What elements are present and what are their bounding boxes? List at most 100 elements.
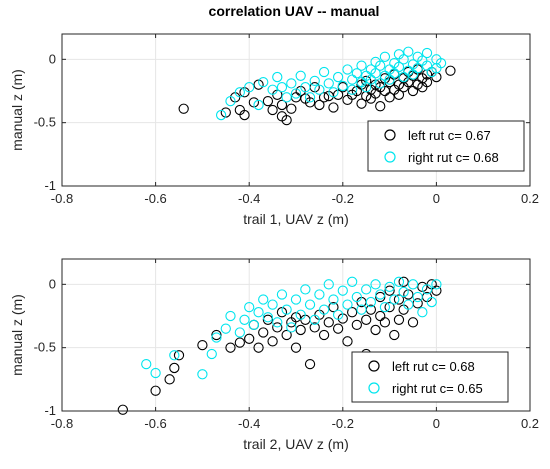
left-rut-point [407,317,419,328]
left-rut-point [281,329,292,341]
right-rut-point [197,369,208,380]
right-rut-point [431,279,442,290]
right-rut-point [248,319,260,331]
right-rut-point [295,70,306,81]
right-rut-point [398,286,409,298]
right-rut-point [412,291,423,303]
left-rut-point [389,329,400,341]
x-tick-label: -0.8 [51,416,73,431]
right-rut-point [342,299,353,310]
right-rut-point [215,109,227,121]
right-rut-point [290,88,302,99]
right-rut-point [379,301,391,313]
right-rut-point [328,294,339,305]
left-rut-point [197,339,208,351]
legend-marker-right-rut-bottom [368,382,380,394]
left-rut-point [328,301,339,313]
right-rut-point [393,61,405,73]
left-rut-point [375,101,386,112]
right-rut-point [347,84,358,95]
right-rut-point [239,314,250,325]
y-tick-label: 0 [49,51,56,66]
right-rut-point [417,307,428,318]
axes-box-top [61,33,531,187]
left-rut-point [421,76,433,88]
right-rut-point [398,54,409,65]
left-rut-point [361,75,372,87]
right-rut-point [281,304,292,315]
right-rut-point [309,75,320,87]
right-rut-point [276,289,288,300]
right-rut-point [304,92,316,103]
right-rut-point [426,296,437,308]
left-rut-point [267,336,278,347]
figure-title: correlation UAV -- manual [209,3,380,19]
right-rut-point [342,64,353,75]
ticks-bottom: -0.8 -0.6 -0.4 -0.2 0 0.2 0 -0.5 -1 [34,259,539,431]
left-rut-point [225,342,236,353]
right-rut-point [389,294,400,305]
legend-marker-left-rut-top [384,129,396,141]
right-rut-point [421,47,433,59]
right-rut-point [286,78,297,89]
left-rut-point [173,350,185,361]
left-rut-point [393,294,405,305]
right-rut-point [375,60,386,71]
y-axis-label-bottom: manual z (m) [9,294,25,376]
left-rut-point [117,404,128,415]
points-top [178,46,456,126]
right-rut-point [407,279,419,290]
right-rut-point [286,322,297,333]
x-tick-label: 0.2 [521,416,539,431]
left-rut-point [356,98,367,109]
right-rut-point [234,87,245,98]
left-rut-point [239,109,250,121]
right-rut-point [267,299,278,310]
right-rut-point [365,296,377,308]
y-tick-label: -1 [44,403,56,418]
left-rut-point [384,92,395,103]
left-rut-point [244,333,255,344]
legend-bottom: left rut c= 0.68 right rut c= 0.65 [351,351,509,403]
left-rut-point [262,314,274,325]
legend-label-left-rut-top: left rut c= 0.67 [408,128,491,143]
right-rut-point [421,284,433,295]
right-rut-point [253,99,264,111]
left-rut-point [304,358,316,370]
left-rut-point [234,337,245,348]
right-rut-point [384,281,395,293]
right-rut-point [375,78,386,89]
right-rut-point [328,87,339,98]
left-rut-point [328,102,339,113]
legend-marker-right-rut-top [384,151,396,163]
x-tick-label: -0.4 [238,191,260,206]
right-rut-point [318,66,330,78]
right-rut-point [347,276,358,287]
right-rut-point [211,332,222,343]
right-rut-point [206,348,217,360]
left-rut-point [281,114,292,126]
bottom-subplot: -0.8 -0.6 -0.4 -0.2 0 0.2 0 -0.5 -1 trail 2, UAV… [9,258,539,452]
x-tick-label: 0.2 [521,191,539,206]
legend-label-right-rut-bottom: right rut c= 0.65 [392,381,483,396]
right-rut-point [141,358,152,370]
right-rut-point [332,309,344,320]
right-rut-point [281,92,292,103]
y-tick-label: -0.5 [34,115,56,130]
left-rut-point [304,97,316,108]
legend-top: left rut c= 0.67 right rut c= 0.68 [367,120,525,172]
right-rut-point [370,68,381,79]
ticks-top: -0.8 -0.6 -0.4 -0.2 0 0.2 0 -0.5 -1 [34,34,539,206]
x-tick-label: -0.6 [144,416,166,431]
right-rut-point [351,68,362,79]
axes-box-bottom [61,258,531,412]
right-rut-point [244,301,255,313]
right-rut-point [258,76,269,88]
left-rut-point [211,329,222,341]
right-rut-point [379,51,391,62]
y-tick-label: 0 [49,276,56,291]
left-rut-point [253,342,264,353]
legend-label-right-rut-top: right rut c= 0.68 [408,150,499,165]
